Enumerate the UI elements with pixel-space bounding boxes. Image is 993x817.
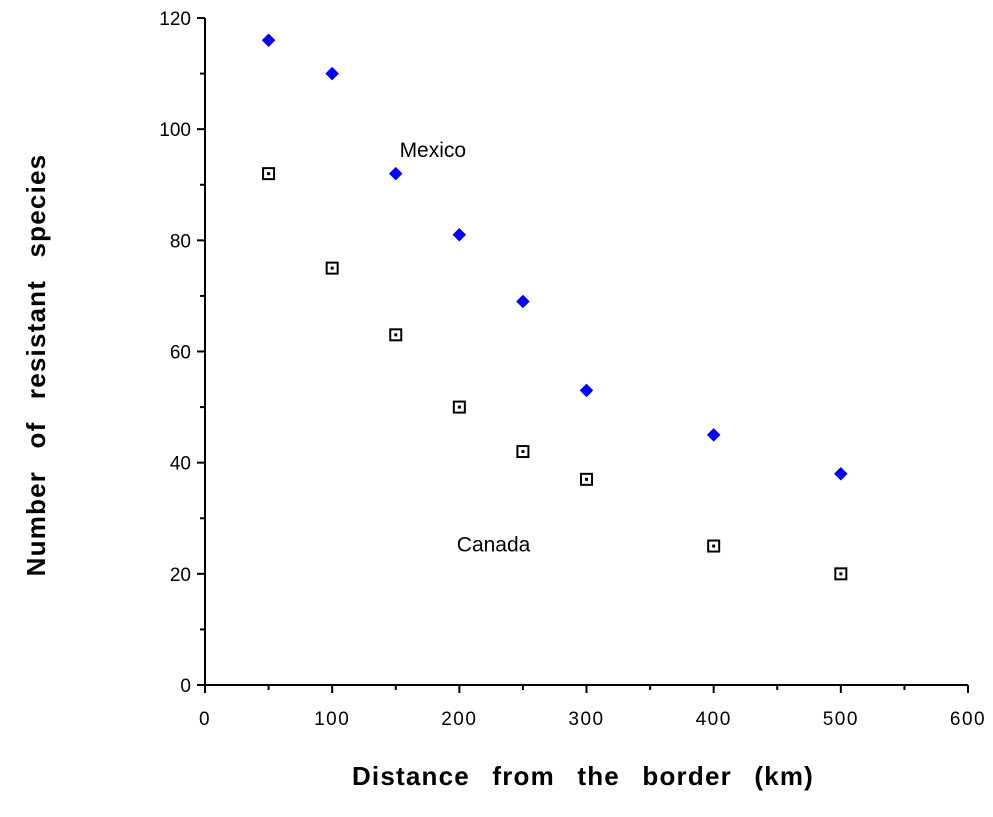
x-tick-label: 500 bbox=[823, 709, 859, 730]
y-tick-label: 120 bbox=[159, 9, 191, 30]
square-center-dot bbox=[330, 266, 334, 270]
data-marks bbox=[261, 33, 848, 581]
mexico-point bbox=[388, 166, 403, 181]
axes bbox=[204, 18, 968, 686]
annotation-canada: Canada bbox=[457, 534, 531, 557]
mexico-point bbox=[452, 227, 467, 242]
square-center-dot bbox=[839, 572, 843, 576]
annotations: Mexico Canada bbox=[400, 139, 531, 557]
canada-point bbox=[707, 539, 721, 553]
y-tick-label: 0 bbox=[180, 676, 191, 697]
square-center-dot bbox=[521, 450, 525, 454]
square-center-dot bbox=[394, 333, 398, 337]
y-tick-label: 100 bbox=[159, 120, 191, 141]
x-tick-label: 0 bbox=[199, 709, 211, 730]
canada-point bbox=[389, 328, 403, 342]
mexico-point bbox=[833, 466, 848, 481]
ticks: 0 20 40 60 80 100 120 0 100 200 300 400 500 600 bbox=[159, 9, 986, 730]
mexico-point bbox=[516, 294, 530, 309]
x-tick-label: 300 bbox=[568, 709, 604, 730]
canada-point bbox=[325, 261, 339, 275]
x-tick-label: 600 bbox=[950, 709, 986, 730]
mexico-point bbox=[325, 66, 340, 81]
square-center-dot bbox=[457, 405, 461, 409]
mexico-point bbox=[579, 383, 594, 398]
square-center-dot bbox=[585, 477, 588, 481]
square-center-dot bbox=[712, 544, 716, 548]
mexico-point bbox=[261, 33, 276, 48]
canada-point bbox=[452, 400, 466, 414]
y-axis-title: Number of resistant species bbox=[21, 154, 51, 577]
x-axis-title: Distance from the border (km) bbox=[352, 761, 814, 791]
x-tick-label: 100 bbox=[314, 709, 350, 730]
canada-point bbox=[262, 167, 276, 181]
canada-point bbox=[580, 472, 593, 486]
square-center-dot bbox=[267, 172, 271, 176]
x-tick-label: 200 bbox=[441, 709, 477, 730]
x-tick-label: 400 bbox=[696, 709, 732, 730]
y-tick-label: 40 bbox=[170, 454, 191, 475]
y-tick-label: 20 bbox=[170, 565, 191, 586]
annotation-mexico: Mexico bbox=[400, 139, 467, 162]
y-tick-label: 80 bbox=[170, 231, 191, 252]
canada-point bbox=[834, 567, 848, 581]
mexico-point bbox=[706, 428, 721, 442]
y-tick-label: 60 bbox=[170, 343, 191, 364]
canada-point bbox=[516, 445, 530, 459]
